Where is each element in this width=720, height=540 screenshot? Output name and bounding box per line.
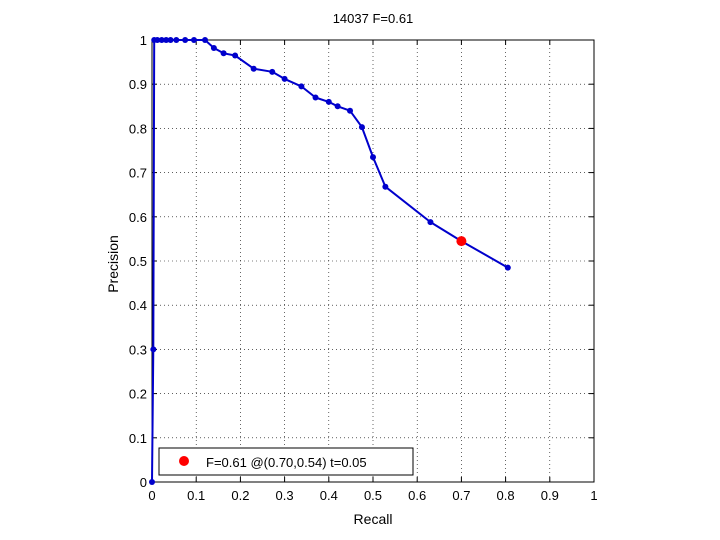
data-point bbox=[312, 94, 319, 101]
x-tick-label: 0.6 bbox=[408, 488, 426, 503]
data-point bbox=[370, 154, 376, 161]
y-tick-label: 0.4 bbox=[129, 298, 147, 313]
data-point bbox=[167, 37, 174, 43]
y-tick-label: 1 bbox=[140, 33, 147, 48]
y-tick-label: 0.5 bbox=[129, 254, 147, 269]
data-point bbox=[269, 68, 276, 75]
x-tick-label: 0.4 bbox=[320, 488, 338, 503]
data-point bbox=[158, 37, 165, 43]
legend-marker bbox=[179, 456, 189, 466]
x-tick-label: 0.1 bbox=[187, 488, 205, 503]
series-layer bbox=[149, 37, 511, 485]
x-tick-label: 0.7 bbox=[452, 488, 470, 503]
data-point bbox=[325, 98, 332, 105]
data-point bbox=[190, 37, 197, 43]
best-f-point bbox=[456, 236, 467, 247]
data-point bbox=[358, 124, 365, 131]
data-point bbox=[427, 219, 434, 226]
data-point bbox=[173, 37, 180, 43]
data-point bbox=[150, 346, 157, 353]
x-axis-label: Recall bbox=[354, 511, 393, 527]
data-point bbox=[250, 65, 257, 72]
grid-lines bbox=[152, 40, 594, 482]
data-point bbox=[220, 50, 227, 57]
data-point bbox=[281, 75, 288, 82]
y-tick-label: 0.2 bbox=[129, 387, 147, 402]
data-point bbox=[334, 103, 341, 110]
data-point bbox=[504, 264, 511, 271]
data-point bbox=[149, 479, 155, 485]
x-tick-label: 0 bbox=[148, 488, 155, 503]
x-tick-label: 0.5 bbox=[364, 488, 382, 503]
data-point bbox=[347, 107, 354, 114]
y-tick-label: 0.1 bbox=[129, 431, 147, 446]
x-tick-label: 0.9 bbox=[541, 488, 559, 503]
x-tick-label: 0.3 bbox=[276, 488, 294, 503]
data-point bbox=[163, 37, 170, 43]
y-tick-label: 0.8 bbox=[129, 121, 147, 136]
x-tick-label: 0.2 bbox=[231, 488, 249, 503]
y-tick-label: 0.6 bbox=[129, 210, 147, 225]
data-point bbox=[154, 37, 161, 43]
x-tick-label: 1 bbox=[590, 488, 597, 503]
axes-box bbox=[151, 39, 595, 483]
y-tick-label: 0 bbox=[140, 475, 147, 490]
data-point bbox=[232, 52, 239, 59]
data-point bbox=[182, 37, 189, 43]
legend: F=0.61 @(0.70,0.54) t=0.05 bbox=[158, 447, 414, 476]
legend-label: F=0.61 @(0.70,0.54) t=0.05 bbox=[206, 455, 367, 470]
y-tick-label: 0.3 bbox=[129, 342, 147, 357]
data-point bbox=[202, 37, 209, 43]
data-point bbox=[382, 183, 389, 190]
data-point bbox=[210, 44, 217, 51]
data-point bbox=[298, 83, 305, 90]
y-tick-label: 0.9 bbox=[129, 77, 147, 92]
x-tick-label: 0.8 bbox=[497, 488, 515, 503]
legend-box bbox=[158, 447, 414, 476]
chart-title: 14037 F=0.61 bbox=[333, 11, 414, 26]
y-axis-label: Precision bbox=[105, 235, 121, 293]
y-tick-label: 0.7 bbox=[129, 166, 147, 181]
axis-ticks: 0 0.1 0.2 0.3 0.4 0.5 0.6 0.7 0.8 0.9 1 0 0.1 0.2 0.3 0… bbox=[129, 33, 598, 503]
